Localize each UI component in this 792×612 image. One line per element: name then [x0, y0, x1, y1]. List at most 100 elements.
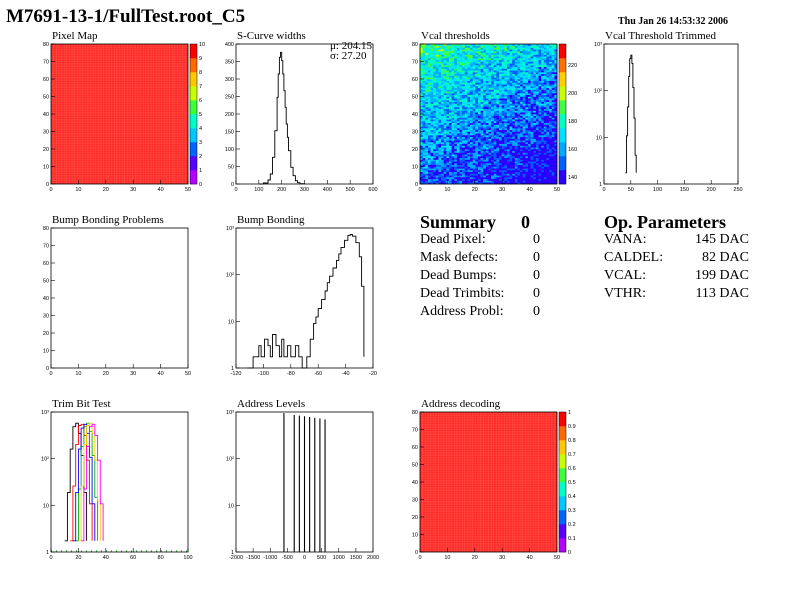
- vcal-thresholds-cell: [443, 126, 447, 129]
- vcal-thresholds-cell: [483, 128, 487, 131]
- vcal-thresholds-cell: [459, 51, 463, 54]
- vcal-thresholds-cell: [501, 110, 505, 113]
- vcal-thresholds-cell: [509, 68, 513, 71]
- vcal-thresholds-cell: [485, 105, 489, 108]
- vcal-thresholds-cell: [501, 56, 505, 59]
- address-decoding-xtick-label: 30: [499, 555, 505, 561]
- vcal-thresholds-cell: [483, 98, 487, 101]
- vcal-thresholds-cell: [501, 136, 505, 139]
- vcal-thresholds-cell: [467, 75, 471, 78]
- vcal-thresholds-cell: [506, 161, 510, 164]
- vcal-thresholds-cell: [472, 80, 476, 83]
- vcal-thresholds-cell: [456, 86, 460, 89]
- address-decoding-zscale-cell: [559, 429, 566, 434]
- vcal-thresholds-cell: [477, 63, 481, 66]
- vcal-thresholds-cell: [520, 135, 524, 138]
- vcal-thresholds-cell: [446, 126, 450, 129]
- vcal-thresholds-cell: [546, 166, 550, 169]
- vcal-thresholds-cell: [446, 156, 450, 159]
- vcal-thresholds-cell: [525, 100, 529, 103]
- vcal-thresholds-cell: [475, 171, 479, 174]
- vcal-thresholds-cell: [485, 173, 489, 176]
- vcal-thresholds-cell: [470, 100, 473, 103]
- vcal-thresholds-cell: [485, 63, 489, 66]
- vcal-thresholds-zscale-cell: [559, 152, 566, 157]
- vcal-thresholds-cell: [499, 168, 502, 171]
- vcal-thresholds-cell: [464, 168, 468, 171]
- vcal-thresholds-cell: [491, 156, 495, 159]
- vcal-thresholds-cell: [501, 175, 505, 178]
- vcal-thresholds-cell: [522, 129, 526, 132]
- vcal-thresholds-cell: [425, 66, 429, 69]
- vcal-thresholds-cell: [420, 152, 423, 155]
- vcal-thresholds-cell: [477, 87, 481, 90]
- vcal-thresholds-cell: [462, 77, 466, 80]
- vcal-thresholds-cell: [443, 70, 447, 73]
- vcal-thresholds-cell: [512, 77, 516, 80]
- vcal-thresholds-cell: [456, 94, 460, 97]
- vcal-thresholds-cell: [459, 136, 463, 139]
- vcal-thresholds-cell: [454, 124, 458, 127]
- vcal-thresholds-cell: [538, 65, 542, 68]
- vcal-thresholds-cell: [456, 115, 460, 118]
- vcal-thresholds-cell: [485, 45, 489, 48]
- vcal-thresholds-cell: [464, 61, 468, 64]
- vcal-thresholds-cell: [528, 133, 531, 136]
- vcal-thresholds-cell: [538, 101, 542, 104]
- vcal-thresholds-cell: [546, 75, 550, 78]
- vcal-thresholds-cell: [493, 44, 497, 47]
- vcal-thresholds-cell: [551, 124, 555, 127]
- vcal-thresholds-cell: [456, 100, 460, 103]
- vcal-thresholds-cell: [549, 121, 553, 124]
- vcal-thresholds-cell: [477, 79, 481, 82]
- vcal-thresholds-cell: [464, 119, 468, 122]
- vcal-thresholds-cell: [501, 101, 505, 104]
- vcal-thresholds-cell: [451, 149, 455, 152]
- vcal-thresholds-cell: [509, 82, 513, 85]
- vcal-thresholds-cell: [496, 54, 500, 57]
- vcal-thresholds-cell: [496, 70, 500, 73]
- vcal-thresholds-cell: [462, 159, 466, 162]
- bump-bonding-problems-frame: [50, 227, 189, 369]
- vcal-thresholds-cell: [477, 180, 481, 183]
- vcal-thresholds-cell: [496, 114, 500, 117]
- vcal-thresholds-cell: [514, 63, 518, 66]
- vcal-thresholds-cell: [533, 142, 537, 145]
- vcal-thresholds-cell: [451, 140, 455, 143]
- vcal-thresholds-cell: [504, 47, 508, 50]
- vcal-thresholds-cell: [488, 138, 492, 141]
- vcal-thresholds-cell: [443, 161, 447, 164]
- vcal-thresholds-cell: [480, 107, 484, 110]
- vcal-thresholds-cell: [433, 171, 437, 174]
- vcal-thresholds-cell: [533, 122, 537, 125]
- vcal-thresholds-cell: [435, 80, 439, 83]
- vcal-thresholds-cell: [499, 91, 502, 94]
- vcal-thresholds-cell: [425, 59, 429, 62]
- vcal-thresholds-cell: [459, 147, 463, 150]
- vcal-thresholds-cell: [514, 135, 518, 138]
- vcal-thresholds-cell: [480, 161, 484, 164]
- vcal-thresholds-cell: [435, 94, 439, 97]
- vcal-thresholds-cell: [501, 138, 505, 141]
- vcal-thresholds-cell: [549, 86, 553, 89]
- vcal-thresholds-zscale-cell: [559, 72, 566, 76]
- vcal-thresholds-cell: [538, 136, 542, 139]
- vcal-thresholds-cell: [504, 107, 508, 110]
- vcal-thresholds-cell: [551, 56, 555, 59]
- vcal-thresholds-cell: [441, 115, 445, 118]
- vcal-thresholds-cell: [506, 87, 510, 90]
- vcal-thresholds-cell: [472, 73, 476, 76]
- vcal-thresholds-cell: [549, 45, 553, 48]
- vcal-thresholds-cell: [477, 177, 481, 180]
- vcal-thresholds-cell: [443, 52, 447, 55]
- vcal-thresholds-cell: [459, 68, 463, 71]
- vcal-thresholds-cell: [464, 51, 468, 54]
- vcal-thresholds-cell: [517, 68, 521, 71]
- vcal-thresholds-cell: [430, 73, 434, 76]
- vcal-thresholds-cell: [520, 159, 524, 162]
- vcal-thresholds-cell: [435, 96, 439, 99]
- vcal-thresholds-cell: [546, 154, 550, 157]
- vcal-thresholds-cell: [483, 121, 487, 124]
- vcal-thresholds-cell: [530, 150, 534, 153]
- vcal-thresholds-cell: [528, 59, 531, 62]
